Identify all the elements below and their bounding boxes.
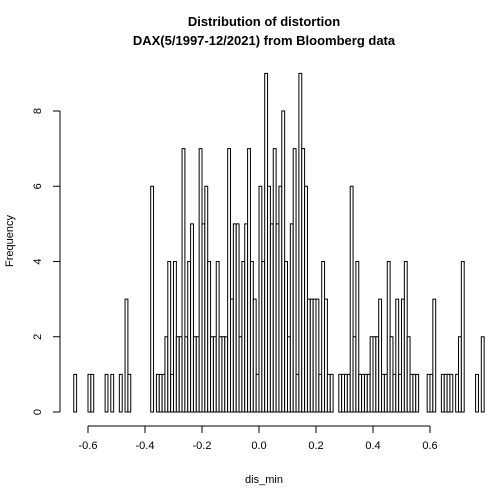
x-tick-label: 0.4 (365, 440, 380, 452)
x-tick-label: 0.0 (251, 440, 266, 452)
bars-group (73, 72, 485, 413)
x-tick-label: 0.6 (422, 440, 437, 452)
x-tick-label: -0.6 (79, 440, 98, 452)
histogram-bar (315, 298, 320, 413)
histogram-bar (292, 148, 297, 413)
histogram-bar (432, 298, 437, 413)
histogram-bar (378, 298, 383, 413)
x-tick-label: 0.2 (308, 440, 323, 452)
y-axis-label: Frequency (4, 215, 16, 267)
y-tick-label: 8 (32, 108, 44, 114)
histogram-bar (449, 373, 454, 413)
histogram-bar (124, 298, 129, 413)
histogram-bar (73, 373, 78, 413)
histogram-bar (460, 261, 465, 413)
histogram-bar (127, 373, 132, 413)
chart-title: Distribution of distortion (188, 14, 340, 29)
histogram-bar (395, 298, 400, 413)
histogram-bar (104, 373, 109, 413)
histogram-bar (480, 336, 485, 413)
x-axis: -0.6 -0.4 -0.2 0.0 0.2 0.4 0.6 (79, 425, 438, 452)
histogram-bar (324, 298, 328, 413)
y-tick-label: 4 (32, 258, 44, 264)
histogram-bar (475, 373, 479, 413)
histogram-bar (252, 298, 257, 413)
histogram-bar (355, 261, 360, 413)
x-tick-label: -0.4 (136, 440, 155, 452)
y-tick-label: 2 (32, 334, 44, 340)
y-axis: 0 2 4 6 8 (32, 108, 61, 415)
histogram-bar (227, 148, 231, 413)
histogram-bar (190, 223, 194, 413)
chart-subtitle: DAX(5/1997-12/2021) from Bloomberg data (133, 33, 396, 48)
y-tick-label: 0 (32, 409, 44, 415)
x-tick-label: -0.2 (193, 440, 212, 452)
histogram-bar (167, 261, 172, 413)
histogram-bar (349, 185, 354, 413)
histogram-bar (90, 373, 95, 413)
histogram-bar (110, 373, 115, 413)
x-axis-label: dis_min (245, 474, 283, 486)
histogram-bar (118, 373, 123, 413)
histogram-bar (150, 185, 155, 413)
histogram-bar (181, 148, 186, 413)
histogram-bar (415, 373, 420, 413)
histogram-bar (235, 223, 240, 413)
y-tick-label: 6 (32, 183, 44, 189)
histogram-bar (329, 373, 334, 413)
